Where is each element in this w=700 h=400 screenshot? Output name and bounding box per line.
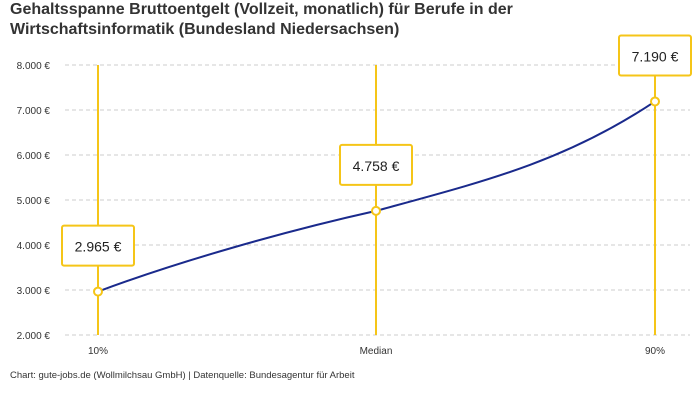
- x-tick-label: 90%: [645, 346, 665, 357]
- data-label: 2.965 €: [75, 239, 122, 255]
- chart-title: Gehaltsspanne Bruttoentgelt (Vollzeit, m…: [10, 1, 513, 38]
- data-label: 4.758 €: [353, 158, 400, 174]
- x-tick-label: Median: [360, 346, 393, 357]
- y-tick-label: 5.000 €: [17, 196, 51, 207]
- y-tick-label: 2.000 €: [17, 331, 51, 342]
- data-label-box: [618, 34, 692, 77]
- y-tick-label: 4.000 €: [17, 241, 51, 252]
- x-tick-label: 10%: [88, 346, 108, 357]
- y-tick-label: 8.000 €: [17, 61, 51, 72]
- data-point: [93, 286, 103, 297]
- data-point: [650, 96, 660, 107]
- y-tick-label: 3.000 €: [17, 286, 51, 297]
- source-note: Chart: gute-jobs.de (Wollmilchsau GmbH) …: [10, 370, 355, 381]
- y-tick-label: 7.000 €: [17, 106, 51, 117]
- y-tick-label: 6.000 €: [17, 151, 51, 162]
- data-label-box: [339, 143, 413, 186]
- data-label-box: [61, 224, 135, 267]
- data-label: 7.190 €: [632, 48, 679, 64]
- data-point: [371, 205, 381, 216]
